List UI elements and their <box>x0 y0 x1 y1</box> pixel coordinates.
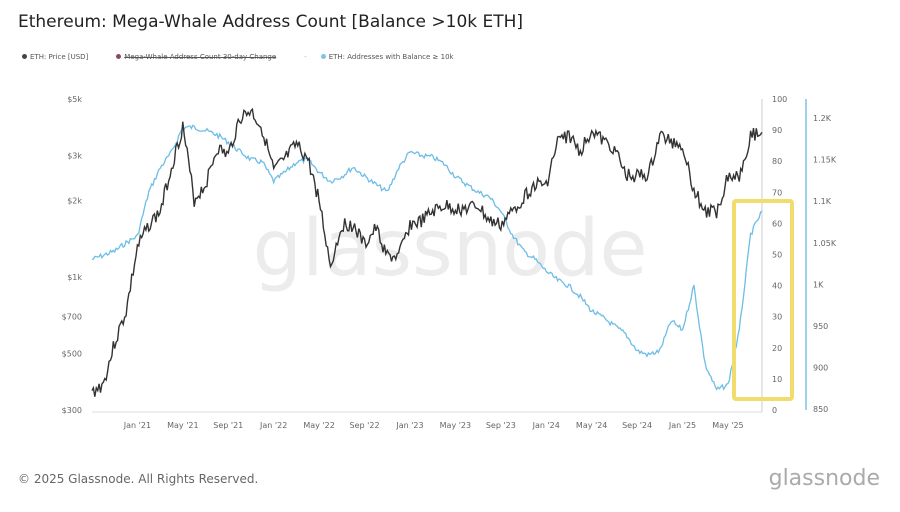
legend-item-addresses[interactable]: - ETH: Addresses with Balance ≥ 10k <box>304 53 454 61</box>
x-tick-label: May '24 <box>576 421 607 430</box>
x-tick-label: May '23 <box>440 421 471 430</box>
legend-dot <box>320 54 326 59</box>
y-right-outer-tick-label: 900 <box>813 363 828 372</box>
y-right-inner-tick-label: 10 <box>772 375 782 384</box>
chart-title: Ethereum: Mega-Whale Address Count [Bala… <box>18 12 524 32</box>
y-right-inner-tick-label: 90 <box>772 126 782 135</box>
y-left-tick-label: $500 <box>62 350 82 359</box>
x-tick-label: Sep '22 <box>350 421 380 430</box>
legend-dot <box>22 54 27 59</box>
addresses-line <box>91 124 763 391</box>
y-right-inner-tick-label: 20 <box>772 344 782 353</box>
y-right-outer-tick-label: 1.05K <box>813 239 837 248</box>
x-tick-label: May '22 <box>303 421 334 430</box>
y-right-inner-tick-label: 50 <box>772 251 782 260</box>
y-left-tick-label: $300 <box>62 406 82 415</box>
y-left-tick-label: $700 <box>62 312 82 321</box>
legend-dot <box>116 54 122 59</box>
y-left-tick-label: $2k <box>67 196 82 205</box>
y-left-tick-label: $1k <box>67 273 82 282</box>
x-tick-label: May '21 <box>167 421 198 430</box>
y-right-inner-tick-label: 0 <box>772 406 777 415</box>
copyright: © 2025 Glassnode. All Rights Reserved. <box>18 472 259 486</box>
y-right-outer-tick-label: 950 <box>813 322 828 331</box>
y-right-inner-tick-label: 40 <box>772 282 782 291</box>
legend-item-mega-whale-change[interactable]: Mega-Whale Address Count 30-day Change <box>116 53 276 61</box>
y-right-outer-tick-label: 1.15K <box>813 156 837 165</box>
x-tick-label: May '25 <box>712 421 743 430</box>
x-tick-label: Jan '25 <box>668 421 696 430</box>
legend: ETH: Price [USD] Mega-Whale Address Coun… <box>22 53 454 61</box>
x-tick-label: Jan '22 <box>259 421 287 430</box>
y-right-inner-tick-label: 30 <box>772 313 782 322</box>
x-tick-label: Jan '21 <box>123 421 151 430</box>
y-right-outer-tick-label: 1.2K <box>813 114 832 123</box>
y-right-outer-tick-label: 1.1K <box>813 197 832 206</box>
highlight-box <box>732 199 794 401</box>
x-tick-label: Jan '23 <box>395 421 423 430</box>
brand-logo: glassnode <box>768 466 880 491</box>
x-tick-label: Sep '24 <box>622 421 652 430</box>
legend-item-price[interactable]: ETH: Price [USD] <box>22 53 88 61</box>
y-right-inner-tick-label: 100 <box>772 95 787 104</box>
legend-label: ETH: Addresses with Balance ≥ 10k <box>328 53 454 61</box>
watermark: glassnode <box>253 204 648 294</box>
x-tick-label: Sep '21 <box>213 421 243 430</box>
x-tick-label: Jan '24 <box>532 421 560 430</box>
y-right-outer-tick-label: 1K <box>813 280 824 289</box>
price-line <box>91 107 763 397</box>
y-right-inner-tick-label: 70 <box>772 188 782 197</box>
y-left-tick-label: $5k <box>67 95 82 104</box>
legend-label: Mega-Whale Address Count 30-day Change <box>124 53 277 61</box>
y-right-inner-tick-label: 60 <box>772 219 782 228</box>
y-right-inner-tick-label: 80 <box>772 157 782 166</box>
legend-label: ETH: Price [USD] <box>30 53 89 61</box>
y-right-outer-tick-label: 850 <box>813 405 828 414</box>
x-tick-label: Sep '23 <box>486 421 516 430</box>
y-left-tick-label: $3k <box>67 151 82 160</box>
